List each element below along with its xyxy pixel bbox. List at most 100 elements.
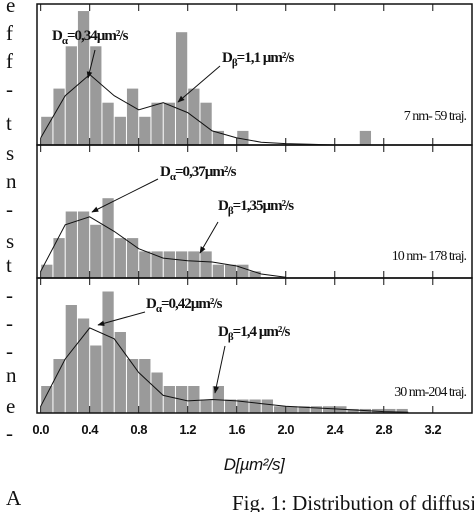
annotation-value: =1,4 µm²/s xyxy=(233,324,291,340)
margin-text: t xyxy=(6,111,12,135)
bar xyxy=(41,116,53,145)
bar xyxy=(188,251,200,278)
bar xyxy=(126,88,139,145)
margin-text: s xyxy=(6,229,14,253)
margin-text: s xyxy=(6,141,14,165)
x-tick-label: 0.0 xyxy=(32,422,49,437)
bar xyxy=(90,224,102,278)
bar xyxy=(65,305,77,413)
bar xyxy=(139,116,151,145)
bar xyxy=(77,318,90,413)
bar xyxy=(102,198,114,278)
annotation-symbol: D xyxy=(160,164,171,180)
margin-text: - xyxy=(6,197,13,221)
bar xyxy=(151,372,163,413)
panel-label: 30 nm-204 traj. xyxy=(394,385,466,400)
bar xyxy=(249,271,261,278)
bar xyxy=(77,11,90,145)
bar xyxy=(53,359,65,413)
bar xyxy=(396,408,408,413)
annotation-value: =0,42µm²/s xyxy=(161,296,223,312)
bar xyxy=(175,251,188,278)
arrow xyxy=(213,345,226,394)
panel-label: 7 nm- 59 traj. xyxy=(404,109,467,124)
annotation: Dβ=1,4 µm²/s xyxy=(218,324,290,343)
bar xyxy=(323,406,335,413)
bar xyxy=(77,211,90,278)
annotation-subscript: β xyxy=(228,205,234,217)
annotation-subscript: α xyxy=(156,303,163,315)
annotation-subscript: β xyxy=(228,331,234,343)
annotation: Dα=0,42µm²/s xyxy=(146,296,223,315)
annotation-value: =1,35µm²/s xyxy=(233,198,295,214)
annotation-subscript: α xyxy=(62,35,69,47)
annotation: Dα=0,37µm²/s xyxy=(160,164,237,183)
bar xyxy=(41,386,53,413)
arrow xyxy=(177,65,221,103)
fit-curve xyxy=(40,216,286,278)
annotation-subscript: α xyxy=(170,171,177,183)
x-tick-label: 3.2 xyxy=(424,422,441,437)
bar xyxy=(114,238,126,278)
annotation-value: =1,1 µm²/s xyxy=(237,50,295,66)
bar xyxy=(126,359,139,413)
margin-text: e xyxy=(6,0,15,17)
bar xyxy=(151,251,163,278)
bar xyxy=(249,399,261,413)
margin-text: e xyxy=(6,394,15,418)
bar xyxy=(224,264,237,278)
arrow xyxy=(97,311,146,327)
x-axis-label: D[µm²/s] xyxy=(224,455,286,474)
bar xyxy=(114,116,126,145)
x-tick-label: 0.8 xyxy=(130,422,147,437)
x-tick-label: 2.8 xyxy=(375,422,392,437)
bar xyxy=(212,130,224,145)
margin-text: - xyxy=(6,339,13,363)
fit-curve xyxy=(40,327,409,413)
caption: Fig. 1: Distribution of diffusion coeffi… xyxy=(232,491,474,512)
margin-text: t xyxy=(6,253,12,277)
annotation-subscript: β xyxy=(232,57,238,69)
bar xyxy=(188,386,200,413)
bar xyxy=(200,399,212,413)
margin-text: - xyxy=(6,311,13,335)
bar xyxy=(53,238,65,278)
bar xyxy=(114,332,126,413)
bar xyxy=(200,251,212,278)
margin-text: f xyxy=(6,21,13,45)
annotation-symbol: D xyxy=(222,50,233,66)
bar xyxy=(139,359,151,413)
bar xyxy=(102,291,114,413)
x-tick-label: 2.0 xyxy=(277,422,294,437)
bar xyxy=(126,238,139,278)
bar xyxy=(102,102,114,145)
bar xyxy=(65,46,77,145)
x-tick-label: 1.2 xyxy=(179,422,196,437)
x-tick-label: 0.4 xyxy=(81,422,99,437)
bar xyxy=(237,264,249,278)
bar xyxy=(139,251,151,278)
x-tick-label: 2.4 xyxy=(326,422,344,437)
annotation-symbol: D xyxy=(52,28,63,44)
bar xyxy=(65,211,77,278)
bar xyxy=(359,130,372,145)
bar xyxy=(237,130,249,145)
bar xyxy=(261,399,273,413)
margin-text: n xyxy=(6,169,17,193)
annotation-symbol: D xyxy=(218,324,229,340)
margin-text: f xyxy=(6,49,13,73)
bar xyxy=(163,251,175,278)
bar xyxy=(286,406,298,413)
bar xyxy=(151,102,163,145)
annotation: Dα=0,34µm²/s xyxy=(52,28,129,47)
bar xyxy=(212,264,224,278)
bar xyxy=(237,399,249,413)
annotation: Dβ=1,35µm²/s xyxy=(218,198,294,217)
bar xyxy=(163,102,175,145)
bar xyxy=(200,102,212,145)
margin-text: - xyxy=(6,283,13,307)
bar xyxy=(298,406,310,413)
annotation-symbol: D xyxy=(218,198,229,214)
annotation-symbol: D xyxy=(146,296,157,312)
annotation-value: =0,34µm²/s xyxy=(67,28,129,44)
